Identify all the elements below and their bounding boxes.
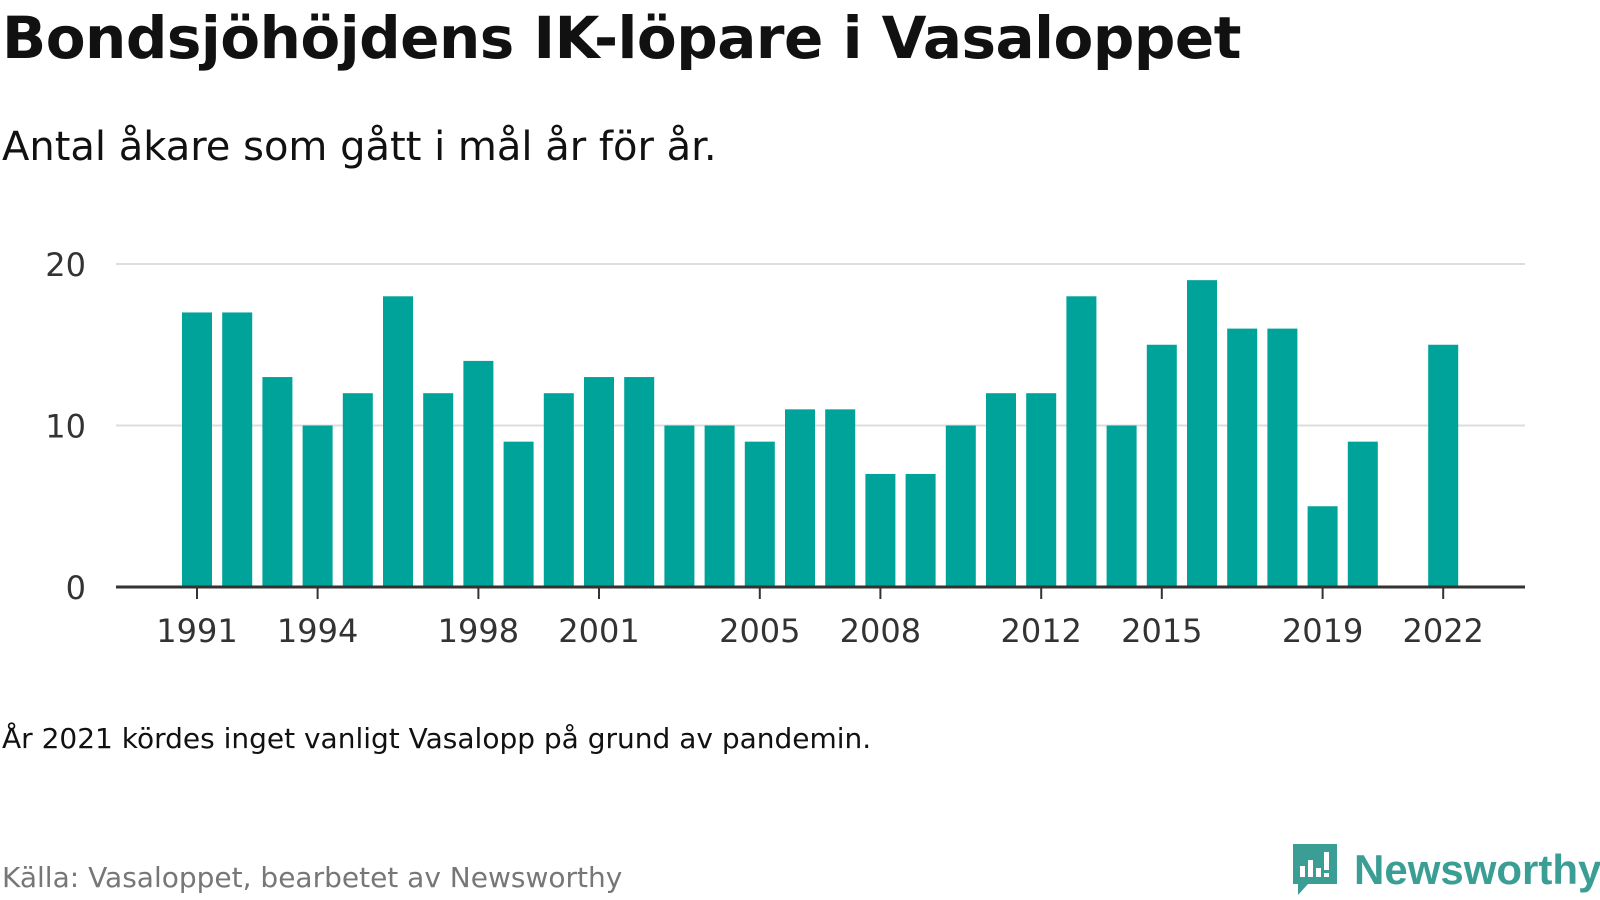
bars [182, 280, 1459, 587]
y-axis-labels: 0 10 20 [45, 246, 86, 607]
x-tick-label: 2019 [1282, 612, 1363, 650]
bar-1997 [423, 393, 454, 587]
gridlines [116, 263, 1525, 427]
bar-2001 [584, 377, 614, 587]
bar-1993 [262, 377, 293, 587]
newsworthy-brand[interactable]: Newsworthy [1290, 842, 1600, 898]
bar-2009 [905, 473, 936, 587]
x-tick-label: 1991 [156, 612, 237, 650]
bar-2019 [1307, 506, 1338, 587]
bar-2018 [1267, 328, 1298, 587]
bar-2015 [1146, 344, 1177, 587]
y-tick-label: 0 [66, 569, 86, 607]
y-tick-label: 20 [45, 246, 86, 284]
bar-1998 [463, 360, 494, 587]
bar-1991 [182, 312, 212, 587]
y-tick-label: 10 [45, 408, 86, 446]
bar-2022 [1428, 344, 1459, 587]
bar-2007 [825, 409, 856, 587]
x-tick-label: 1994 [277, 612, 358, 650]
bar-2006 [785, 409, 815, 587]
bar-2000 [543, 393, 574, 587]
bar-2013 [1066, 296, 1097, 587]
chart-subtitle: Antal åkare som gått i mål år för år. [2, 124, 717, 170]
bar-2010 [945, 425, 976, 587]
x-tick-label: 2012 [1000, 612, 1081, 650]
bar-1995 [342, 393, 373, 587]
x-tick-label: 1998 [438, 612, 519, 650]
bar-2012 [1026, 393, 1057, 587]
x-tick-label: 2022 [1402, 612, 1483, 650]
bar-1999 [503, 441, 534, 587]
bar-chart: 0 10 20 1991 1994 1998 2001 2005 2008 2012 2015 20… [45, 246, 1525, 650]
source-credit: Källa: Vasaloppet, bearbetet av Newswort… [2, 861, 623, 894]
x-axis [116, 585, 1525, 599]
bar-2014 [1106, 425, 1137, 587]
bar-2004 [704, 425, 735, 587]
bar-2017 [1227, 328, 1258, 587]
x-tick-label: 2005 [719, 612, 800, 650]
bar-2003 [664, 425, 695, 587]
chart-note: År 2021 kördes inget vanligt Vasalopp på… [2, 722, 872, 755]
x-tick-label: 2015 [1121, 612, 1202, 650]
bar-1996 [383, 296, 413, 587]
x-tick-label: 2008 [840, 612, 921, 650]
chart-title: Bondsjöhöjdens IK-löpare i Vasaloppet [2, 4, 1241, 72]
bar-1994 [302, 425, 333, 587]
bar-1992 [222, 312, 253, 587]
bar-2020 [1347, 441, 1378, 587]
newsworthy-logo-icon [1293, 844, 1337, 895]
bar-2011 [986, 393, 1016, 587]
brand-name: Newsworthy [1354, 846, 1600, 893]
bar-2005 [744, 441, 775, 587]
bar-2008 [865, 473, 896, 587]
bar-2016 [1187, 280, 1217, 587]
x-tick-label: 2001 [558, 612, 639, 650]
bar-2002 [624, 377, 655, 587]
x-axis-labels: 1991 1994 1998 2001 2005 2008 2012 2015 2019 2022 [156, 612, 1484, 650]
